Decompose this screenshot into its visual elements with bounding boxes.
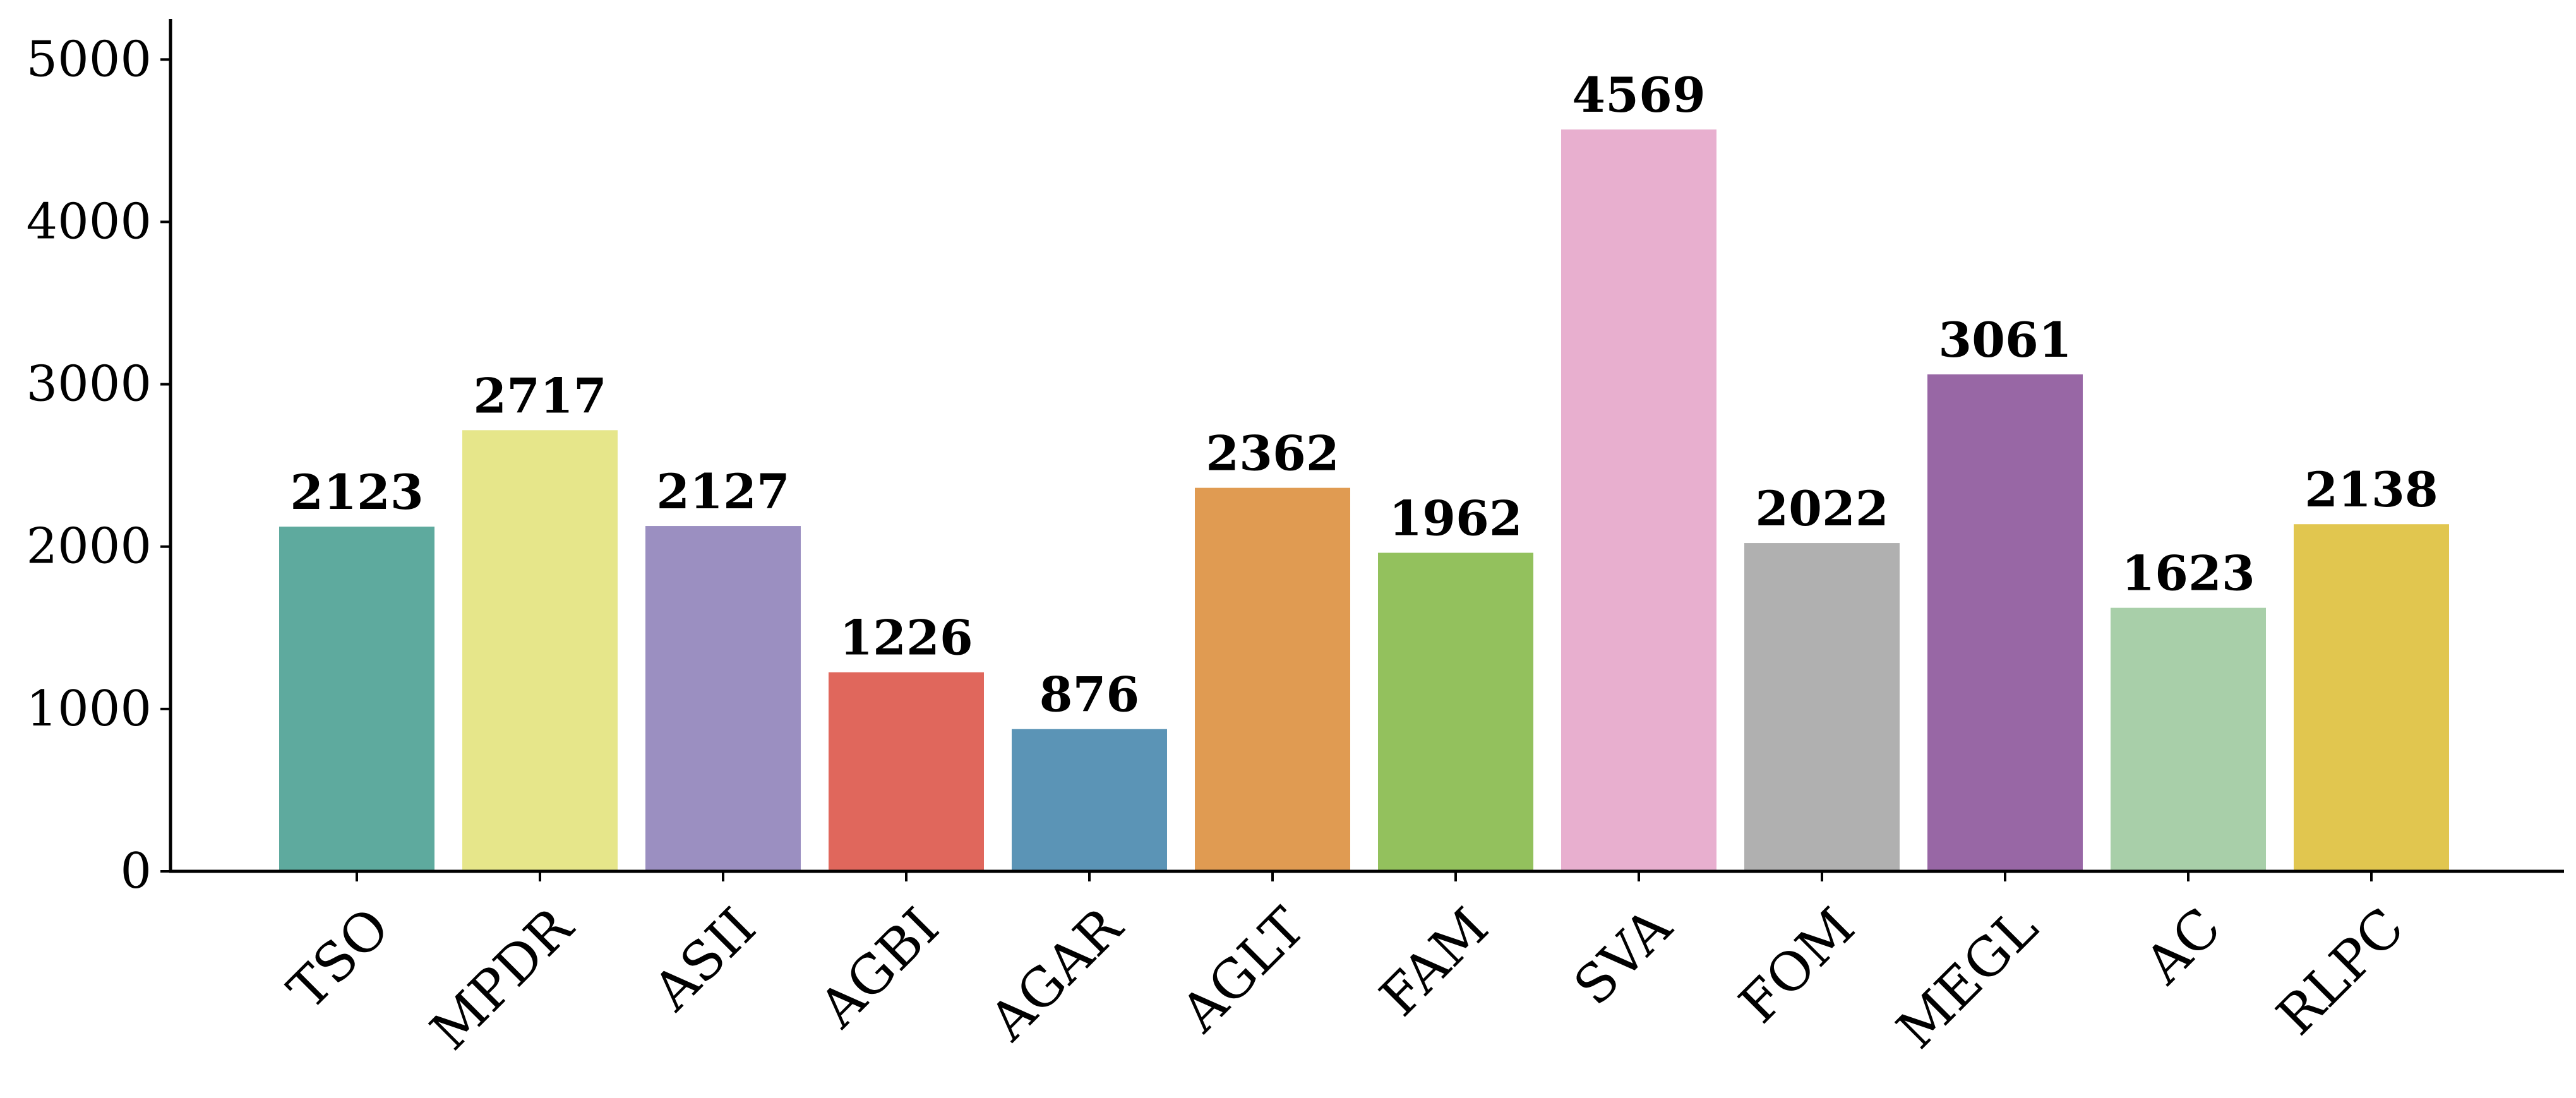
data-label: 1226 bbox=[839, 610, 973, 666]
x-tick-label: FOM bbox=[1727, 896, 1866, 1035]
data-label: 2717 bbox=[473, 367, 607, 424]
y-tick-label: 0 bbox=[120, 843, 152, 900]
data-label: 2022 bbox=[1755, 480, 1889, 537]
bar-ac bbox=[2111, 607, 2266, 871]
data-label: 1962 bbox=[1389, 490, 1523, 546]
x-tick-label: AGBI bbox=[807, 896, 950, 1039]
x-tick-label: SVA bbox=[1562, 895, 1684, 1017]
x-tick-label: MPDR bbox=[419, 895, 585, 1061]
bar-sva bbox=[1561, 129, 1716, 872]
bar-tso bbox=[279, 527, 434, 871]
x-tick-label: RLPC bbox=[2265, 896, 2416, 1047]
bar-aglt bbox=[1195, 487, 1350, 871]
plot-area: 2123 2717 2127 1226 876 2362 1962 4569 2022 3061 1… bbox=[279, 67, 2449, 872]
bar-megl bbox=[1927, 374, 2083, 871]
x-tick-label: MEGL bbox=[1885, 896, 2049, 1060]
y-tick-label: 4000 bbox=[26, 193, 152, 250]
data-label: 2362 bbox=[1206, 426, 1339, 482]
x-axis-ticks: TSO MPDR ASII AGBI AGAR AGLT FAM SVA FOM MEGL AC RL… bbox=[276, 871, 2416, 1061]
data-label: 1623 bbox=[2121, 546, 2255, 602]
bar-mpdr bbox=[462, 430, 618, 871]
x-tick-label: FAM bbox=[1368, 896, 1500, 1028]
x-tick-label: TSO bbox=[276, 896, 401, 1021]
y-tick-label: 3000 bbox=[26, 356, 152, 413]
data-label: 876 bbox=[1039, 667, 1140, 723]
x-tick-label: AC bbox=[2133, 896, 2232, 996]
y-tick-label: 2000 bbox=[26, 518, 152, 575]
y-tick-label: 1000 bbox=[26, 681, 152, 737]
x-tick-label: ASII bbox=[641, 896, 768, 1023]
x-tick-label: AGAR bbox=[977, 895, 1135, 1053]
data-label: 2138 bbox=[2304, 462, 2438, 518]
bar-fom bbox=[1744, 543, 1900, 871]
data-label: 2127 bbox=[656, 463, 790, 520]
bar-rlpc bbox=[2294, 524, 2449, 871]
y-axis-ticks: 0 1000 2000 3000 4000 5000 bbox=[26, 31, 171, 900]
data-label: 2123 bbox=[290, 464, 424, 520]
bar-agbi bbox=[829, 672, 984, 871]
y-tick-label: 5000 bbox=[26, 31, 152, 88]
bar-fam bbox=[1378, 552, 1533, 871]
bar-asii bbox=[645, 526, 801, 871]
x-tick-label: AGLT bbox=[1169, 896, 1317, 1044]
bar-agar bbox=[1012, 729, 1167, 871]
data-label: 3061 bbox=[1938, 312, 2072, 368]
data-label: 4569 bbox=[1572, 67, 1706, 123]
